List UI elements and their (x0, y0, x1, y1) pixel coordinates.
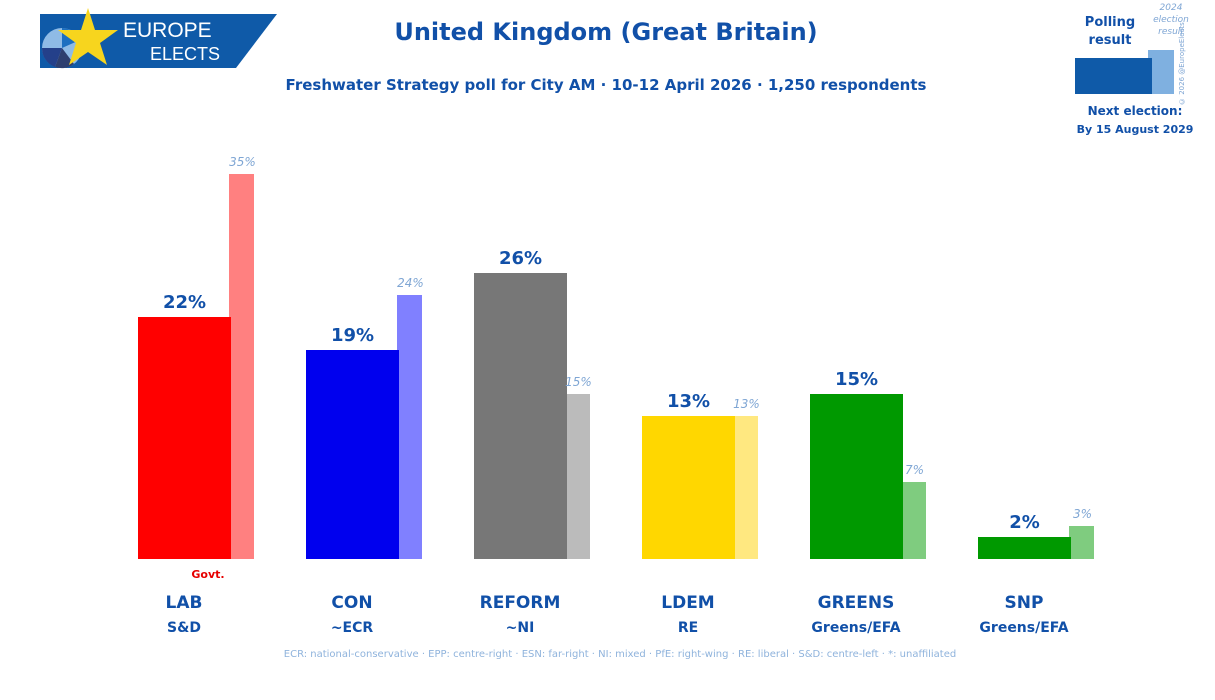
prev-value-label-ldem: 13% (733, 397, 760, 411)
legend-prev-swatch (1148, 50, 1174, 94)
prev-bar-greens (901, 482, 926, 559)
value-label-con: 19% (331, 325, 374, 346)
next-election-label: Next election: (1087, 104, 1183, 118)
party-group-reform: ~NI (506, 620, 535, 636)
chart-subtitle: Freshwater Strategy poll for City AM · 1… (285, 76, 927, 94)
party-name-ldem: LDEM (661, 593, 714, 613)
govt-annotation: Govt. (191, 568, 224, 581)
logo-text-elects: ELECTS (150, 44, 220, 64)
poll-bar-greens (810, 394, 903, 559)
value-label-lab: 22% (163, 292, 206, 313)
value-label-snp: 2% (1009, 512, 1040, 533)
poll-bar-ldem (642, 416, 735, 559)
party-name-snp: SNP (1005, 593, 1044, 613)
europe-elects-logo: EUROPE ELECTS (40, 8, 277, 69)
value-label-ldem: 13% (667, 391, 710, 412)
party-group-snp: Greens/EFA (979, 620, 1068, 636)
prev-value-label-con: 24% (397, 276, 424, 290)
party-group-lab: S&D (167, 620, 201, 636)
legend-prev-label: 2024 election result (1148, 2, 1194, 38)
poll-bar-lab (138, 317, 231, 559)
legend-prev-line2: election (1153, 15, 1189, 25)
poll-bar-con (306, 350, 399, 559)
legend-prev-line3: result (1158, 27, 1184, 37)
poll-bar-snp (978, 537, 1071, 559)
legend-polling-label: Polling result (1080, 14, 1140, 50)
footnote: ECR: national-conservative · EPP: centre… (283, 649, 957, 660)
chart-title: United Kingdom (Great Britain) (394, 18, 818, 46)
prev-value-label-greens: 7% (905, 463, 924, 477)
party-group-greens: Greens/EFA (811, 620, 900, 636)
party-name-lab: LAB (166, 593, 203, 613)
party-name-greens: GREENS (818, 593, 895, 613)
prev-bar-snp (1069, 526, 1094, 559)
prev-bar-ldem (733, 416, 758, 559)
party-name-con: CON (331, 593, 372, 613)
logo-text-europe: EUROPE (123, 19, 212, 42)
value-label-reform: 26% (499, 248, 542, 269)
legend: Polling result 2024 election result © 20… (1060, 0, 1215, 150)
prev-bar-lab (229, 174, 254, 559)
legend-polling-line2: result (1088, 33, 1132, 48)
legend-prev-line1: 2024 (1159, 3, 1183, 13)
value-label-greens: 15% (835, 369, 878, 390)
party-group-ldem: RE (678, 620, 698, 636)
party-group-con: ~ECR (331, 620, 374, 636)
prev-value-label-reform: 15% (565, 375, 592, 389)
prev-value-label-snp: 3% (1073, 507, 1092, 521)
legend-poll-swatch (1075, 58, 1152, 94)
next-election-date: By 15 August 2029 (1076, 123, 1194, 136)
legend-polling-line1: Polling (1084, 15, 1136, 30)
prev-value-label-lab: 35% (229, 155, 256, 169)
prev-bar-con (397, 295, 422, 559)
poll-bar-reform (474, 273, 567, 559)
party-name-reform: REFORM (480, 593, 561, 613)
prev-bar-reform (565, 394, 590, 559)
